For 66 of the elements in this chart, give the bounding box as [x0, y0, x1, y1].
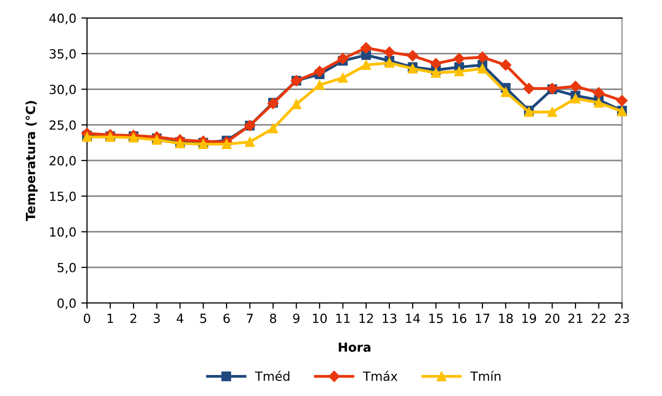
point — [430, 58, 442, 70]
point — [523, 82, 535, 94]
x-tick-label: 11 — [336, 314, 350, 323]
point — [222, 139, 232, 149]
x-tick-label: 1 — [108, 314, 114, 323]
legend-label: Tmáx — [362, 370, 398, 381]
x-tick-label: 20 — [545, 314, 560, 324]
x-tick-label: 9 — [293, 314, 300, 324]
point — [384, 58, 394, 68]
point — [268, 124, 278, 134]
point — [314, 80, 324, 90]
y-tick-label: 10,0 — [50, 227, 76, 238]
x-tick-label: 21 — [568, 314, 582, 323]
x-tick-label: 15 — [429, 314, 443, 324]
legend-label: Tmín — [470, 370, 500, 381]
point — [454, 53, 465, 64]
point — [384, 46, 395, 58]
y-tick-label: 20,0 — [50, 156, 76, 167]
x-tick-label: 0 — [84, 314, 90, 324]
x-tick-label: 2 — [130, 314, 136, 323]
x-axis-title: Hora — [338, 342, 370, 352]
y-tick-label: 35,0 — [50, 49, 76, 60]
point — [616, 95, 628, 106]
x-tick-label: 13 — [382, 314, 396, 324]
y-axis-title: Temperatura (°C) — [26, 101, 38, 221]
x-tick-label: 19 — [522, 314, 536, 324]
point — [244, 137, 255, 147]
point — [291, 99, 302, 110]
x-tick-label: 12 — [360, 314, 373, 323]
y-tick-label: 0,0 — [58, 298, 76, 310]
x-tick-label: 23 — [614, 314, 629, 324]
point — [594, 98, 604, 108]
point — [593, 87, 604, 98]
point — [431, 68, 441, 78]
point — [338, 72, 348, 83]
x-tick-label: 16 — [452, 314, 466, 324]
point — [314, 66, 326, 78]
point — [570, 94, 580, 104]
x-tick-label: 5 — [200, 314, 206, 324]
y-tick-label: 30,0 — [50, 84, 76, 96]
point — [500, 59, 512, 71]
x-tick-label: 22 — [592, 314, 606, 323]
point — [454, 66, 464, 76]
point — [407, 50, 418, 62]
legend-label: Tméd — [254, 370, 290, 381]
point — [360, 42, 372, 54]
point — [337, 53, 348, 64]
x-tick-label: 8 — [270, 314, 276, 324]
x-tick-label: 4 — [176, 314, 184, 323]
x-tick-label: 6 — [223, 314, 230, 324]
y-tick-label: 15,0 — [50, 192, 76, 202]
x-tick-label: 7 — [246, 314, 253, 323]
x-tick-label: 17 — [476, 314, 490, 323]
point — [500, 87, 511, 97]
y-tick-label: 25,0 — [50, 120, 76, 132]
x-tick-label: 18 — [499, 314, 513, 324]
x-tick-label: 10 — [313, 314, 327, 324]
x-tick-label: 14 — [406, 314, 420, 323]
point — [361, 60, 371, 70]
point — [478, 64, 488, 74]
point — [570, 80, 582, 92]
y-tick-label: 5,0 — [58, 262, 76, 274]
x-tick-label: 3 — [154, 314, 160, 324]
point — [547, 107, 558, 117]
y-tick-label: 40,0 — [49, 13, 76, 24]
point — [476, 52, 488, 63]
